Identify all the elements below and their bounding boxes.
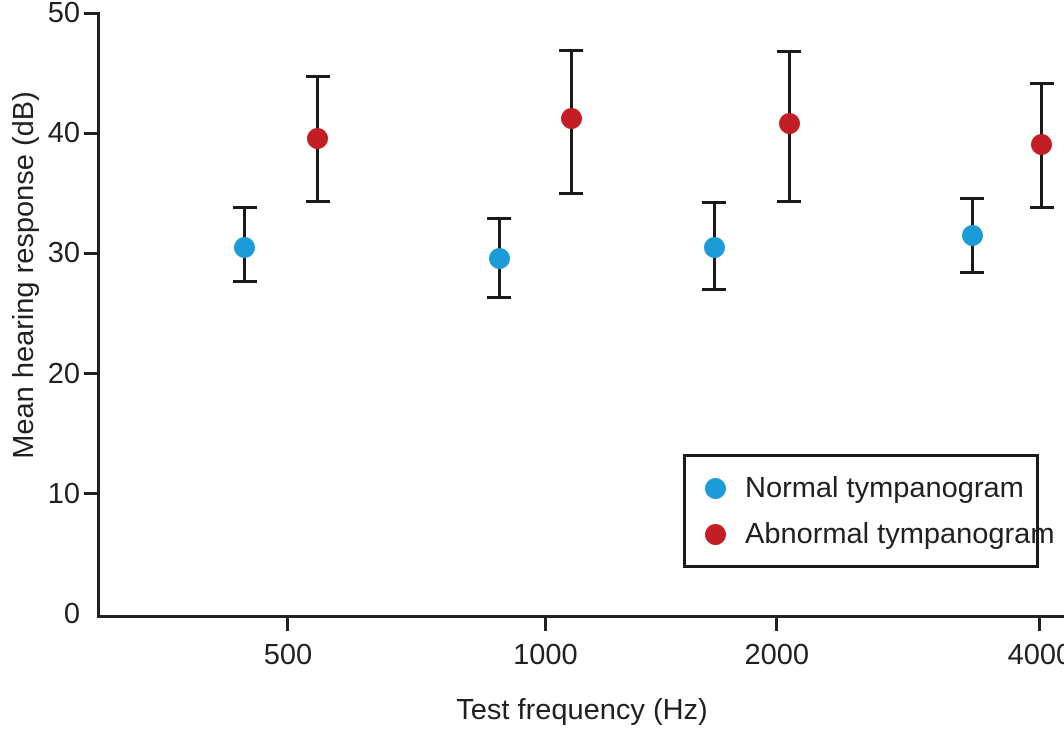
legend-label: Abnormal tympanogram (745, 518, 1055, 550)
y-tick-label: 0 (63, 598, 80, 630)
error-bar-cap-top (305, 75, 330, 79)
error-bar-cap-bottom (305, 200, 330, 204)
error-bar-cap-top (1029, 82, 1054, 86)
data-point (307, 127, 329, 149)
y-tick (84, 372, 97, 376)
x-tick (286, 618, 290, 631)
y-tick-label: 30 (47, 237, 80, 270)
x-axis-title: Test frequency (Hz) (456, 694, 708, 726)
legend-item: Normal tympanogram (705, 472, 1036, 504)
x-tick (543, 618, 547, 631)
y-tick (84, 131, 97, 135)
data-point (703, 236, 725, 258)
y-tick-label: 10 (47, 477, 80, 510)
error-bar-cap-bottom (487, 296, 512, 300)
error-bar-cap-bottom (777, 200, 802, 204)
y-axis-line (97, 12, 100, 618)
y-axis-title: Mean hearing response (dB) (8, 91, 40, 459)
error-bar-cap-bottom (960, 271, 985, 275)
data-point (234, 236, 256, 258)
error-bar-cap-bottom (559, 191, 584, 195)
data-point (1031, 133, 1053, 155)
x-tick-label: 2000 (744, 639, 809, 671)
error-bar-cap-top (777, 49, 802, 53)
y-tick (84, 492, 97, 496)
x-tick-label: 1000 (513, 639, 578, 671)
y-tick-label: 40 (47, 117, 80, 150)
error-bar-cap-bottom (1029, 206, 1054, 210)
legend: Normal tympanogram Abnormal tympanogram (683, 454, 1054, 568)
legend-marker-icon (705, 523, 726, 545)
data-point (488, 247, 510, 269)
error-bar-cap-top (559, 48, 584, 52)
data-point (778, 113, 800, 135)
error-bar-cap-bottom (702, 287, 727, 291)
y-tick-label: 50 (47, 0, 80, 29)
data-point (961, 224, 983, 246)
legend-item: Abnormal tympanogram (705, 518, 1054, 550)
error-bar-cap-top (232, 206, 257, 210)
x-tick (1038, 618, 1042, 631)
x-tick-label: 4000 (1007, 639, 1064, 671)
x-axis-line (97, 615, 1064, 618)
legend-label: Normal tympanogram (745, 472, 1024, 504)
error-bar-cap-bottom (232, 279, 257, 283)
legend-marker-icon (705, 477, 726, 499)
data-point (560, 108, 582, 130)
error-bar-cap-top (487, 217, 512, 221)
x-tick (775, 618, 779, 631)
y-tick-label: 20 (47, 357, 80, 390)
y-tick (84, 11, 97, 15)
x-tick-label: 500 (263, 639, 313, 671)
error-bar-cap-top (960, 196, 985, 200)
y-tick (84, 251, 97, 255)
error-bar-cap-top (702, 201, 727, 205)
